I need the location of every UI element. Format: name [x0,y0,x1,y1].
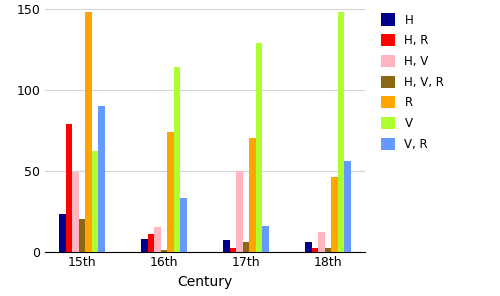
Bar [66,124,72,252]
Bar [344,161,351,252]
Legend: H, H, R, H, V, H, V, R, R, V, V, R: H, H, R, H, V, H, V, R, R, V, V, R [378,10,448,154]
X-axis label: Century: Century [178,275,233,289]
Bar [305,242,312,252]
Bar [72,172,78,252]
Bar [154,227,160,252]
Bar [85,12,92,252]
Bar [312,248,318,252]
Bar [256,43,262,252]
Bar [148,234,154,252]
Bar [168,132,174,252]
Bar [250,138,256,252]
Bar [160,250,168,252]
Bar [318,232,325,252]
Bar [325,248,332,252]
Bar [180,198,187,252]
Bar [338,12,344,252]
Bar [332,177,338,252]
Bar [78,219,85,252]
Bar [236,171,242,252]
Bar [242,242,250,252]
Bar [174,67,180,252]
Bar [92,151,98,252]
Bar [141,239,148,252]
Bar [230,248,236,252]
Bar [98,106,105,252]
Bar [223,240,230,252]
Bar [262,226,269,252]
Bar [59,214,66,252]
